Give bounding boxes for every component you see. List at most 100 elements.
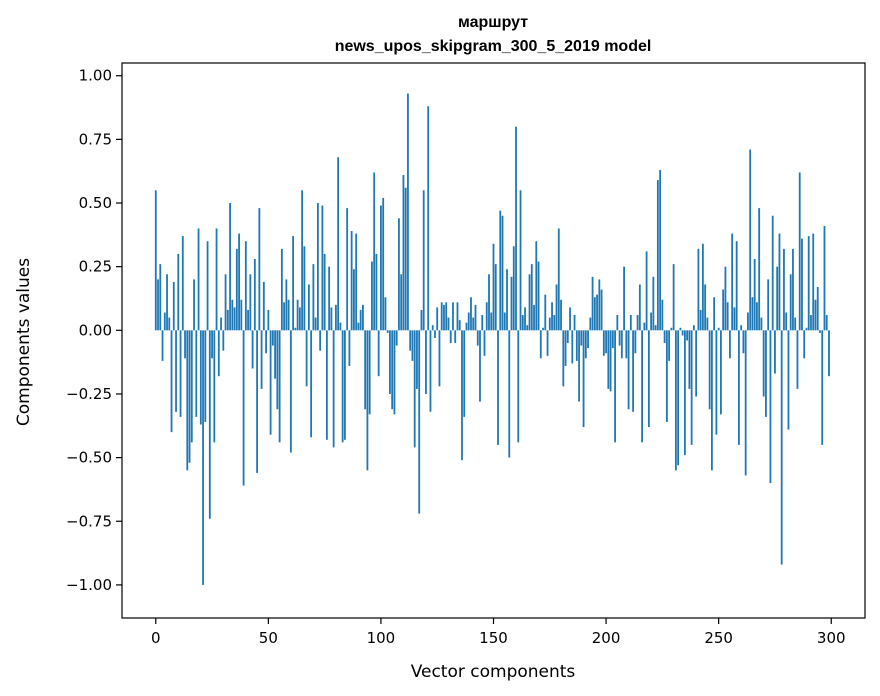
bar-157 [508,330,511,458]
bar-2 [159,264,162,331]
bar-1 [157,279,159,331]
bar-156 [506,269,508,331]
bar-181 [562,330,565,387]
bar-15 [188,330,191,463]
bar-228 [668,330,671,361]
bar-207 [620,330,623,359]
bar-165 [526,325,529,331]
bar-78 [330,307,333,331]
bar-25 [211,330,213,359]
bar-295 [819,330,821,333]
bar-108 [398,218,400,331]
bar-280 [785,312,788,331]
bar-212 [632,330,634,412]
bar-82 [339,322,342,331]
bar-247 [711,330,713,471]
bar-256 [731,233,734,331]
chart-title-line-1: маршрут [458,14,528,31]
bar-160 [515,126,517,331]
bar-206 [618,330,621,346]
y-tick-label: 0.75 [79,130,112,148]
y-tick-label: −0.50 [66,449,112,467]
bar-186 [573,315,576,331]
bar-24 [208,330,211,519]
bar-105 [391,330,394,410]
bar-257 [733,307,736,331]
bar-233 [679,327,682,331]
bar-80 [334,304,337,331]
bar-261 [742,330,745,354]
bar-204 [614,330,616,443]
bar-29 [220,317,222,331]
bar-270 [762,330,765,397]
bar-41 [247,309,249,331]
bar-76 [325,330,328,440]
bar-99 [377,330,380,377]
bar-58 [285,279,288,331]
bar-195 [593,297,596,331]
bar-139 [467,312,470,331]
bar-291 [810,315,812,331]
bar-176 [551,302,553,331]
bar-30 [222,330,225,351]
x-tick-label: 250 [704,629,733,647]
bar-63 [296,299,299,331]
bar-33 [229,203,231,331]
bar-296 [821,330,824,445]
bar-249 [715,330,718,435]
bar-67 [305,330,308,387]
bar-132 [452,302,454,331]
bar-115 [413,330,416,448]
bar-253 [724,266,727,331]
bar-22 [204,330,207,422]
bar-274 [771,215,774,331]
bar-122 [429,330,432,412]
bar-278 [780,330,783,565]
bar-142 [474,304,477,331]
bar-35 [233,307,236,331]
bar-234 [681,330,684,336]
bar-147 [485,302,488,331]
bar-12 [181,236,184,331]
bar-103 [386,330,389,333]
bar-254 [726,302,729,331]
bar-140 [470,297,472,331]
bar-65 [301,190,304,331]
bar-138 [465,322,468,331]
bar-222 [654,325,657,331]
bar-57 [283,302,286,331]
bar-164 [524,307,526,331]
bar-91 [359,309,362,331]
bar-292 [812,233,815,331]
bar-111 [404,187,407,331]
bar-237 [688,330,691,389]
plot-frame [121,62,866,619]
bar-126 [438,330,441,387]
bar-230 [672,264,675,331]
bar-28 [217,330,220,377]
bar-287 [801,238,803,331]
bar-231 [674,330,677,471]
bar-154 [501,215,504,331]
bar-263 [747,312,749,331]
bar-128 [443,304,445,331]
bar-283 [792,248,794,331]
bar-227 [665,330,668,422]
bar-101 [382,197,385,331]
bar-149 [490,312,493,331]
bar-40 [244,241,247,331]
bar-130 [447,317,450,331]
bar-193 [589,317,592,331]
bar-120 [425,330,427,394]
bar-9 [175,330,177,412]
bar-61 [292,236,295,331]
bar-220 [650,312,653,331]
bar-153 [499,210,502,331]
bar-32 [226,309,229,331]
chart-title-line-2: news_upos_skipgram_300_5_2019 model [335,38,652,55]
bar-236 [686,330,689,341]
bar-113 [409,330,412,351]
bar-8 [172,281,175,331]
bar-42 [249,274,252,331]
bar-294 [816,287,819,331]
